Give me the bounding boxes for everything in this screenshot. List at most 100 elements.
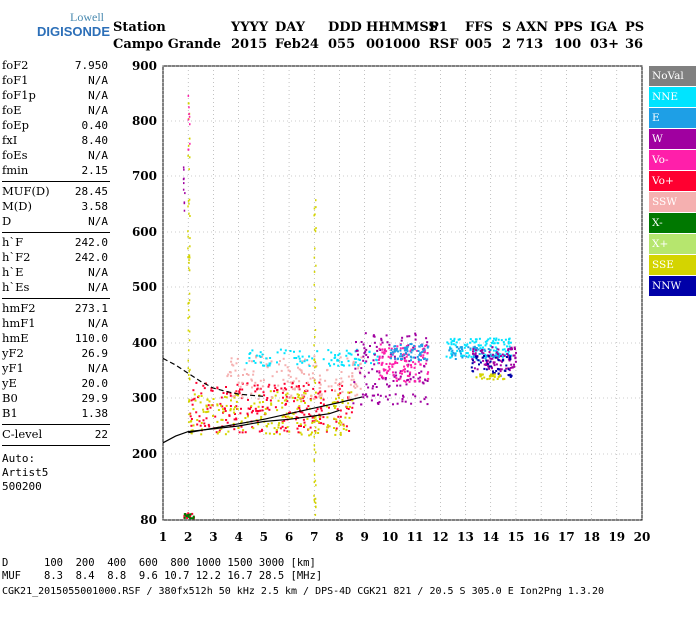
- echo-point: [484, 353, 487, 356]
- echo-point: [281, 402, 284, 404]
- param-value: N/A: [88, 104, 108, 117]
- echo-point: [488, 367, 491, 370]
- echo-point: [309, 398, 312, 400]
- echo-streak-point: [313, 283, 315, 286]
- echo-point: [298, 357, 301, 360]
- echo-point: [200, 422, 203, 424]
- param-row: foE N/A: [2, 103, 110, 118]
- echo-point: [419, 363, 422, 366]
- echo-point: [388, 362, 391, 365]
- echo-point: [240, 425, 243, 428]
- echo-streak-point: [313, 448, 316, 451]
- echo-streak-point: [187, 302, 189, 305]
- echo-point: [302, 394, 305, 397]
- param-row: B0 29.9: [2, 391, 110, 406]
- echo-streak-point: [314, 247, 316, 250]
- echo-point: [492, 362, 495, 365]
- echo-point: [363, 347, 366, 350]
- echo-point: [463, 346, 466, 349]
- param-value: 110.0: [74, 332, 108, 345]
- echo-streak-point: [188, 349, 190, 352]
- echo-point: [489, 348, 492, 351]
- echo-point: [340, 421, 343, 424]
- echo-point: [460, 348, 463, 351]
- echo-point: [396, 345, 399, 348]
- echo-point: [235, 362, 238, 365]
- echo-streak-point: [187, 317, 189, 320]
- echo-point: [210, 389, 213, 392]
- echo-point: [341, 402, 344, 404]
- echo-point: [459, 351, 462, 354]
- echo-point: [312, 364, 315, 367]
- echo-point: [485, 368, 488, 371]
- echo-point: [387, 365, 390, 368]
- echo-point: [291, 382, 294, 385]
- echo-point: [241, 396, 244, 399]
- echo-point: [293, 400, 295, 403]
- echo-streak-point: [315, 505, 317, 508]
- echo-point: [299, 360, 302, 363]
- echo-point: [243, 368, 246, 371]
- echo-point: [235, 391, 238, 394]
- echo-point: [190, 418, 193, 420]
- echo-point: [472, 370, 475, 373]
- echo-point: [414, 380, 417, 383]
- solid-trace-line: [162, 409, 340, 444]
- echo-point: [185, 515, 188, 517]
- echo-point: [514, 360, 517, 363]
- echo-point: [360, 356, 363, 359]
- echo-point: [286, 430, 289, 433]
- echo-point: [304, 424, 307, 427]
- echo-point: [339, 382, 342, 385]
- header-s-value: 2: [502, 37, 512, 52]
- echo-point: [417, 358, 420, 361]
- echo-point: [207, 410, 210, 413]
- echo-point: [319, 387, 322, 389]
- echo-point: [293, 388, 296, 391]
- echo-point: [448, 349, 451, 352]
- echo-streak-point: [313, 494, 315, 497]
- echo-point: [358, 359, 361, 361]
- echo-point: [303, 426, 305, 428]
- echo-point: [380, 363, 383, 366]
- echo-point: [303, 360, 306, 363]
- echo-point: [251, 349, 254, 352]
- echo-point: [379, 343, 382, 346]
- echo-point: [229, 405, 232, 407]
- echo-point: [281, 406, 284, 409]
- echo-point: [397, 350, 399, 353]
- echo-point: [469, 338, 472, 341]
- echo-streak-point: [313, 500, 316, 503]
- echo-point: [313, 397, 316, 400]
- echo-point: [422, 382, 425, 385]
- echo-point: [273, 390, 276, 393]
- echo-point: [393, 355, 396, 358]
- echo-point: [275, 431, 278, 434]
- echo-point: [227, 373, 230, 376]
- echo-point: [259, 356, 262, 358]
- echo-point: [324, 379, 327, 382]
- echo-point: [183, 513, 186, 516]
- echo-point: [228, 414, 231, 417]
- echo-point: [492, 371, 495, 374]
- echo-point: [496, 378, 499, 380]
- param-row: MUF(D) 28.45: [2, 184, 110, 199]
- echo-point: [288, 416, 291, 419]
- polarization-legend: NoVal NNE E W Vo- Vo+ SSW X- X+ SSE NNW: [649, 66, 696, 297]
- echo-point: [450, 352, 453, 355]
- echo-streak-point: [313, 458, 315, 461]
- y-tick-label: 900: [132, 59, 157, 73]
- echo-streak-point: [315, 264, 317, 267]
- echo-point: [491, 353, 494, 356]
- echo-point: [304, 358, 306, 361]
- echo-point: [203, 387, 206, 390]
- echo-point: [198, 420, 201, 423]
- header-day-value: Feb24: [275, 37, 319, 52]
- echo-streak-point: [187, 144, 190, 147]
- echo-point: [390, 353, 393, 356]
- echo-point: [300, 369, 302, 372]
- echo-point: [384, 368, 387, 371]
- echo-streak-point: [189, 368, 191, 371]
- param-value: 29.9: [81, 392, 109, 405]
- echo-point: [489, 360, 492, 363]
